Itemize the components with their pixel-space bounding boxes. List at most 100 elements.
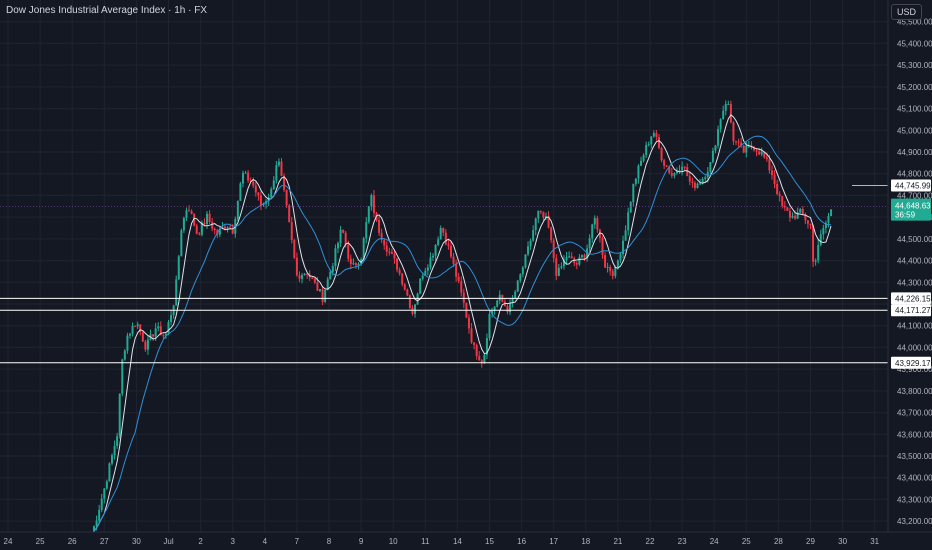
candle (827, 216, 830, 223)
candle (298, 275, 301, 279)
currency-button[interactable]: USD (890, 4, 922, 20)
candle (146, 339, 149, 350)
candle (773, 174, 776, 184)
moving-average-line (91, 114, 832, 537)
level-price-label: 44,226.15 (895, 294, 931, 303)
candle (588, 238, 591, 249)
candle (347, 244, 350, 259)
price-tick-label: 44,800.00 (897, 170, 932, 179)
candle (491, 310, 494, 314)
candle (460, 281, 463, 293)
candle (352, 263, 355, 265)
price-tick-label: 44,500.00 (897, 235, 932, 244)
candle (652, 133, 655, 137)
candle (583, 255, 586, 258)
candle (673, 173, 676, 176)
candle (349, 258, 352, 264)
candle (396, 258, 399, 270)
candle (719, 119, 722, 130)
candle (722, 110, 725, 120)
candle (249, 180, 252, 182)
candle (139, 324, 142, 332)
candle (365, 222, 368, 239)
price-tick-label: 44,700.00 (897, 191, 932, 200)
candle (778, 194, 781, 197)
price-tick-label: 45,100.00 (897, 105, 932, 114)
time-tick-label: 24 (710, 537, 719, 546)
time-tick-label: 15 (485, 537, 494, 546)
candle (170, 315, 173, 323)
candle (824, 222, 827, 229)
candle (270, 188, 273, 198)
price-tick-label: 44,400.00 (897, 257, 932, 266)
candle (157, 326, 160, 329)
time-tick-label: 26 (68, 537, 77, 546)
candle (655, 133, 658, 137)
candle (714, 145, 717, 151)
candle (306, 273, 309, 275)
candle (301, 274, 304, 279)
candle (745, 145, 748, 153)
candle (262, 203, 265, 206)
candle (704, 177, 707, 179)
candle (668, 166, 671, 173)
candle (434, 244, 437, 256)
candle (632, 183, 635, 203)
level-price-tag (891, 304, 931, 317)
candle (414, 304, 417, 314)
candle (496, 300, 499, 307)
candle (534, 218, 537, 231)
candle (162, 335, 165, 337)
time-tick-label: 29 (806, 537, 815, 546)
price-tick-label: 45,400.00 (897, 39, 932, 48)
candle (416, 293, 419, 305)
price-tick-label: 43,400.00 (897, 474, 932, 483)
candle (637, 165, 640, 179)
candle (596, 218, 599, 230)
candle (601, 237, 604, 256)
candle (229, 227, 232, 229)
candle (285, 189, 288, 206)
candle (516, 280, 519, 292)
candle (252, 181, 255, 186)
level-price-label: 44,745.99 (895, 181, 931, 190)
candle (411, 307, 414, 314)
candle (475, 345, 478, 357)
candle (806, 220, 809, 224)
candle (190, 211, 193, 214)
candle (218, 228, 221, 235)
candle (98, 509, 101, 521)
candle (254, 185, 257, 193)
candle (693, 182, 696, 189)
price-tick-label: 43,800.00 (897, 387, 932, 396)
time-tick-label: 2 (198, 537, 203, 546)
candle (293, 240, 296, 258)
time-axis[interactable]: 24 25 26 27 30 Jul 2 3 4 7 8 9 10 11 14 15 16 17 18 21 22 23 2… (0, 531, 932, 550)
candle (801, 209, 804, 215)
candle (380, 233, 383, 240)
candle (277, 161, 280, 166)
time-tick-label: 16 (517, 537, 526, 546)
candle (788, 210, 791, 218)
candle (711, 150, 714, 163)
candle (480, 360, 483, 364)
candle (283, 175, 286, 190)
price-tick-label: 45,200.00 (897, 83, 932, 92)
candle (398, 269, 401, 274)
time-tick-label: 21 (613, 537, 622, 546)
price-axis[interactable]: 43,200.00 43,300.00 43,400.00 43,500.00 43,6… (887, 0, 932, 550)
candle (378, 219, 381, 234)
candle (275, 165, 278, 181)
candle (593, 218, 596, 225)
candle (640, 160, 643, 166)
candle (167, 322, 170, 334)
candle (403, 284, 406, 290)
candle (175, 279, 178, 306)
candle (645, 144, 648, 156)
candle (524, 254, 527, 268)
price-tick-label: 43,300.00 (897, 495, 932, 504)
time-tick-label: 31 (870, 537, 879, 546)
candle (421, 275, 424, 279)
level-price-tag (891, 179, 931, 192)
